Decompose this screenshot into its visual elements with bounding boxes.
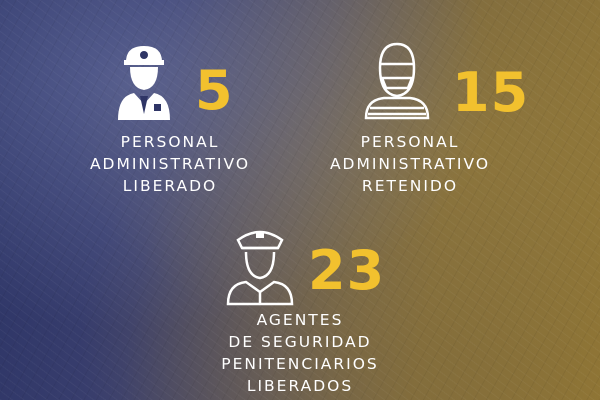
- label-line: PENITENCIARIOS: [221, 355, 379, 373]
- label-line: AGENTES: [256, 311, 344, 329]
- stat-value: 23: [308, 239, 386, 302]
- label-line: RETENIDO: [361, 177, 459, 195]
- stat-label: PERSONAL ADMINISTRATIVO RETENIDO: [310, 131, 510, 197]
- label-line: PERSONAL: [360, 133, 460, 151]
- stat-label: PERSONAL ADMINISTRATIVO LIBERADO: [70, 131, 270, 197]
- masked-person-icon: [364, 42, 430, 120]
- stat-value: 15: [452, 61, 530, 124]
- label-line: LIBERADO: [122, 177, 218, 195]
- guard-officer-icon: [226, 230, 294, 306]
- label-line: ADMINISTRATIVO: [329, 155, 491, 173]
- label-line: PERSONAL: [120, 133, 220, 151]
- label-line: DE SEGURIDAD: [228, 333, 372, 351]
- stat-value: 5: [195, 59, 234, 122]
- label-line: ADMINISTRATIVO: [89, 155, 251, 173]
- label-line: LIBERADOS: [246, 377, 354, 395]
- police-officer-icon: [118, 46, 170, 120]
- stat-label: AGENTES DE SEGURIDAD PENITENCIARIOS LIBE…: [180, 309, 420, 397]
